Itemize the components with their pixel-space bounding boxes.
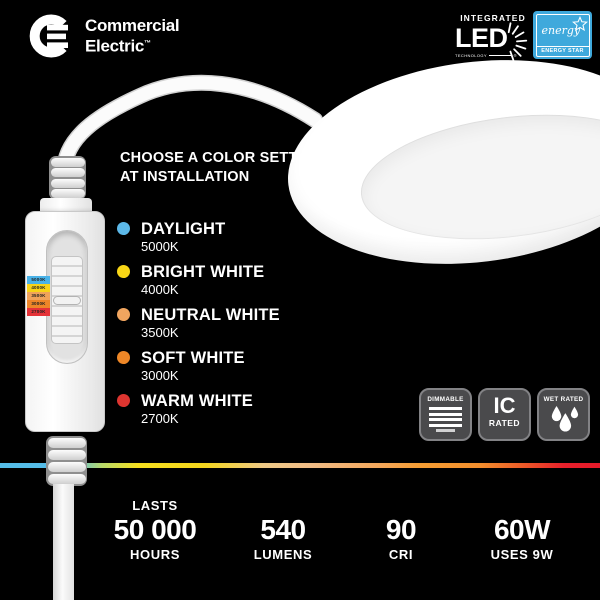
stat-wattage: 60W USES 9W <box>458 514 586 563</box>
energy-star-badge: energy ENERGY STAR <box>533 11 592 59</box>
stat-label: HOURS <box>130 547 180 562</box>
switch-label-3000k: 3000K <box>27 300 50 308</box>
color-kelvin: 2700K <box>141 411 179 426</box>
color-kelvin: 4000K <box>141 282 179 297</box>
color-name: DAYLIGHT <box>141 220 226 238</box>
color-name: BRIGHT WHITE <box>141 263 265 281</box>
switch-color-labels: 5000K 4000K 3500K 3000K 2700K <box>27 276 50 316</box>
color-kelvin: 3500K <box>141 325 179 340</box>
dimmable-label: DIMMABLE <box>427 396 464 403</box>
cable-strain-relief-top <box>49 156 86 200</box>
registered-symbol: ® <box>513 53 517 58</box>
cable-rib <box>47 449 86 460</box>
stat-label: CRI <box>388 547 414 562</box>
color-option-list: DAYLIGHT 5000K BRIGHT WHITE 4000K NEUTRA… <box>117 219 280 434</box>
ic-label: IC <box>493 393 516 418</box>
color-dot-icon <box>117 394 130 407</box>
led-wordmark: LED <box>455 22 531 62</box>
color-name: WARM WHITE <box>141 392 253 410</box>
energy-star-logo: energy <box>537 15 589 46</box>
brand-logo: Commercial Electric™ <box>26 11 180 61</box>
rule-line <box>489 55 512 56</box>
brand-name-line1: Commercial <box>85 15 180 35</box>
ce-logo-icon <box>29 14 68 58</box>
cable-rib <box>50 178 85 188</box>
color-name: SOFT WHITE <box>141 349 245 367</box>
heading-line1: CHOOSE A COLOR SETTING <box>120 150 324 166</box>
section-heading: CHOOSE A COLOR SETTING AT INSTALLATION <box>120 149 324 187</box>
power-cable-lower <box>53 484 74 600</box>
cable-strain-relief-bottom <box>46 436 87 486</box>
stat-label: USES 9W <box>490 547 554 562</box>
color-option-warm-white: WARM WHITE 2700K <box>117 391 280 427</box>
dimmer-line <box>429 412 462 416</box>
energy-star-frame: energy ENERGY STAR <box>535 13 590 57</box>
brand-name: Commercial Electric™ <box>85 15 180 56</box>
spectrum-divider <box>0 463 600 468</box>
color-option-neutral-white: NEUTRAL WHITE 3500K <box>117 305 280 341</box>
stat-value: 540 <box>260 514 306 545</box>
stat-value: 90 <box>385 514 417 545</box>
technology-label: TECHNOLOGY ® <box>455 53 517 58</box>
wet-rated-badge: WET RATED <box>537 388 590 441</box>
integrated-led-badge: INTEGRATED LED TECHNOLOGY ® <box>455 13 531 62</box>
color-option-bright-white: BRIGHT WHITE 4000K <box>117 262 280 298</box>
stat-lumens: 540 LUMENS <box>231 514 335 563</box>
color-dot-icon <box>117 351 130 364</box>
ic-rated-label: RATED <box>488 418 521 428</box>
cable-rib <box>50 189 85 198</box>
stat-hours: LASTS 50 000 HOURS <box>103 498 207 563</box>
stat-prefix: LASTS <box>132 498 178 513</box>
switch-label-4000k: 4000K <box>27 284 50 292</box>
cable-rib <box>47 437 86 448</box>
stat-cri: 90 CRI <box>349 514 453 563</box>
wet-rated-label: WET RATED <box>543 396 584 403</box>
brand-name-line2: Electric™ <box>85 36 151 56</box>
switch-label-3500k: 3500K <box>27 292 50 300</box>
energy-star-star-icon <box>571 15 588 31</box>
dimmable-badge: DIMMABLE <box>419 388 472 441</box>
trademark-symbol: ™ <box>144 39 151 47</box>
dimmer-line <box>435 429 456 432</box>
color-kelvin: 3000K <box>141 368 179 383</box>
water-drops-icon <box>551 405 578 432</box>
cable-rib <box>50 168 85 177</box>
cable-rib <box>47 461 86 472</box>
color-dot-icon <box>117 222 130 235</box>
dimmer-lines-icon <box>429 407 462 432</box>
color-option-soft-white: SOFT WHITE 3000K <box>117 348 280 384</box>
color-kelvin: 5000K <box>141 239 179 254</box>
dimmer-line <box>429 418 462 421</box>
switch-slider-indicator <box>53 296 81 305</box>
heading-line2: AT INSTALLATION <box>120 169 250 185</box>
ic-rated-badge: IC RATED <box>478 388 531 441</box>
feature-badges: DIMMABLE IC RATED WET RATED <box>419 388 590 441</box>
dimmer-line <box>429 407 462 410</box>
dimmer-line <box>429 423 462 427</box>
integrated-label: INTEGRATED <box>460 13 526 23</box>
color-dot-icon <box>117 265 130 278</box>
switch-label-2700k: 2700K <box>27 308 50 316</box>
led-rays-icon <box>507 22 528 62</box>
stat-label: LUMENS <box>253 547 313 562</box>
color-name: NEUTRAL WHITE <box>141 306 280 324</box>
color-option-daylight: DAYLIGHT 5000K <box>117 219 280 255</box>
cable-rib <box>50 157 85 167</box>
switch-label-5000k: 5000K <box>27 276 50 284</box>
stat-value: 60W <box>493 514 551 545</box>
energy-script-text: energy <box>541 23 581 37</box>
cable-rib <box>47 473 86 484</box>
color-dot-icon <box>117 308 130 321</box>
switch-neck <box>40 198 92 214</box>
stat-value: 50 000 <box>113 514 197 545</box>
energy-star-label: ENERGY STAR <box>536 45 589 56</box>
